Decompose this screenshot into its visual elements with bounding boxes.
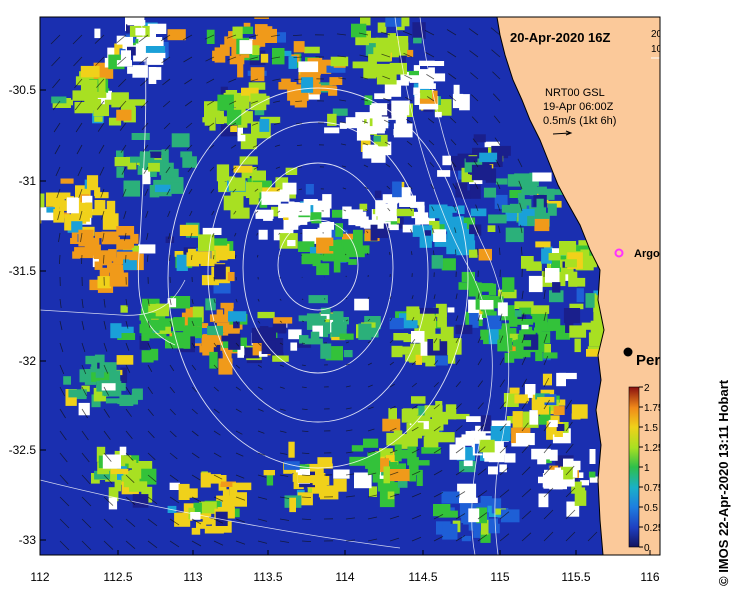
colorbar-tick-label: 1.75	[644, 403, 664, 414]
bathymetry-contours	[40, 17, 510, 555]
colorbar-gradient	[628, 386, 640, 548]
x-tick-label: 116	[640, 570, 659, 584]
y-tick-label: -32.5	[9, 443, 37, 457]
y-tick-label: -31	[19, 174, 37, 188]
credit-text: © IMOS 22-Apr-2020 13:11 Hobart	[716, 379, 731, 586]
colorbar-tick-label: 1.25	[644, 443, 664, 454]
argo-label: Argo	[634, 248, 660, 260]
colorbar-tick-label: 1	[644, 463, 650, 474]
map-plot-area: Argo Perth 20-Apr-2020 16Z 200m 1000m NR…	[40, 17, 684, 566]
y-tick-label: -33	[19, 533, 37, 547]
colorbar-label: Age (days) of filled SST (wrt latest)	[672, 404, 684, 566]
x-tick-label: 114.5	[408, 570, 437, 584]
current-time: 19-Apr 06:00Z	[543, 101, 614, 113]
colorbar-ticks: 2 1.75 1.5 1.25 1 0.75 0.5 0.25 0	[639, 383, 664, 554]
current-info: NRT00 GSL 19-Apr 06:00Z 0.5m/s (1kt 6h)	[543, 87, 616, 136]
coastline	[496, 17, 605, 555]
colorbar-tick-label: 1.5	[644, 423, 658, 434]
x-axis: 112 112.5 113 113.5 114 114.5 115 115.5 116	[30, 550, 660, 584]
y-tick-label: -32	[19, 354, 37, 368]
colorbar-tick-label: 0.75	[644, 483, 664, 494]
x-tick-label: 113	[183, 570, 202, 584]
x-tick-label: 113.5	[253, 570, 282, 584]
current-scale: 0.5m/s (1kt 6h)	[543, 115, 616, 127]
x-tick-label: 115	[490, 570, 509, 584]
y-tick-label: -30.5	[9, 83, 37, 97]
colorbar-tick-label: 2	[644, 383, 650, 394]
depth-legend-200m: 200m	[651, 29, 676, 40]
y-axis: -30.5 -31 -31.5 -32 -32.5 -33	[9, 83, 46, 547]
x-tick-label: 112.5	[103, 570, 132, 584]
sst-patches	[40, 17, 642, 543]
colorbar-tick-label: 0.25	[644, 523, 664, 534]
x-tick-label: 112	[30, 570, 49, 584]
colorbar-tick-label: 0	[644, 543, 650, 554]
depth-legend-1000m: 1000m	[651, 44, 682, 55]
current-scale-arrow	[552, 132, 571, 135]
perth-label: Perth	[636, 352, 674, 369]
colorbar: 2 1.75 1.5 1.25 1 0.75 0.5 0.25 0 Age (days) of …	[628, 383, 684, 566]
land-western-australia	[497, 17, 660, 555]
colorbar-tick-label: 0.5	[644, 503, 658, 514]
map-title: 20-Apr-2020 16Z	[510, 30, 610, 45]
y-tick-label: -31.5	[9, 264, 37, 278]
perth-marker[interactable]	[623, 347, 633, 357]
plot-frame	[39, 16, 661, 556]
current-vectors	[50, 27, 598, 551]
x-tick-label: 115.5	[561, 570, 590, 584]
current-model: NRT00 GSL	[545, 87, 605, 99]
depth-legend: 200m 1000m	[651, 29, 682, 59]
x-tick-label: 114	[335, 570, 354, 584]
argo-marker[interactable]	[614, 248, 624, 258]
